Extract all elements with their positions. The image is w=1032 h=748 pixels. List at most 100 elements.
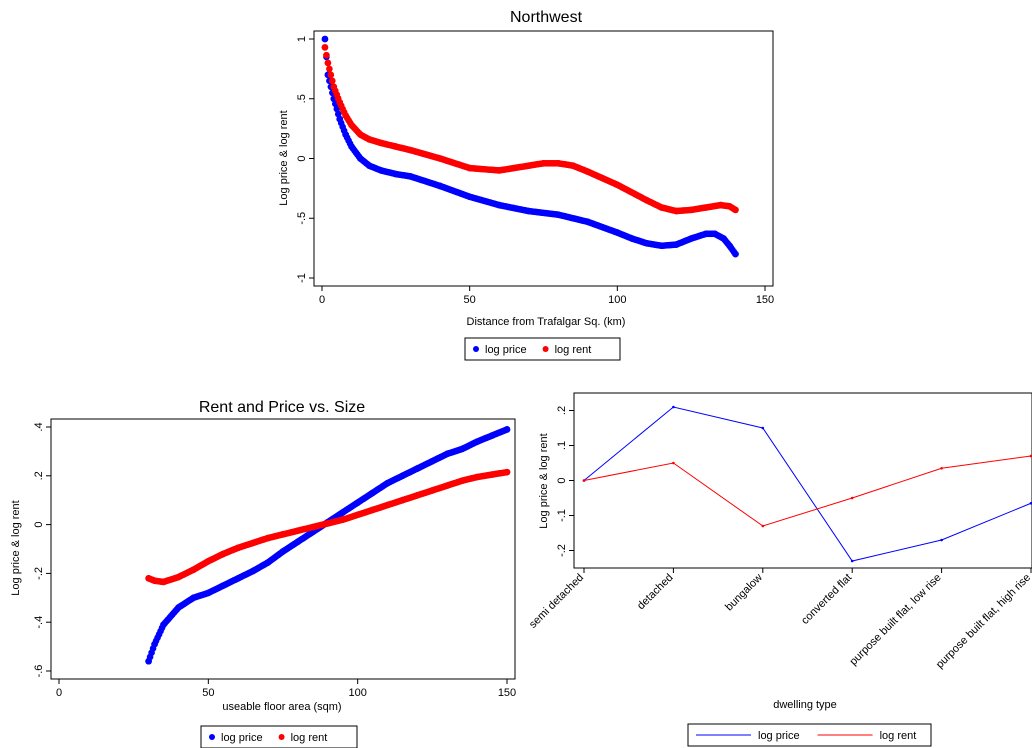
y-tick-label: -.2 [556, 544, 568, 557]
legend-marker-rent [542, 346, 549, 352]
data-point [399, 472, 406, 480]
x-tick-label: 150 [756, 294, 774, 306]
legend-label: log price [485, 344, 527, 356]
data-point [294, 527, 302, 534]
data-point [732, 206, 739, 214]
data-point [940, 538, 943, 542]
data-point [466, 193, 473, 201]
x-tick-label: 0 [56, 687, 62, 699]
x-tick-label: 100 [348, 687, 366, 699]
data-point [443, 450, 451, 458]
series-log-rent [582, 454, 1032, 528]
data-point [761, 524, 765, 528]
data-point [495, 201, 503, 209]
data-point [414, 465, 421, 472]
data-point [339, 509, 347, 516]
data-point [234, 574, 242, 582]
legend-label: log rent [555, 344, 592, 356]
data-point [726, 203, 733, 210]
data-point [234, 544, 242, 552]
data-point [673, 207, 680, 215]
data-point [687, 206, 695, 214]
data-point [503, 468, 511, 476]
y-tick-label: -.1 [556, 509, 568, 522]
data-point [151, 577, 158, 585]
data-point [321, 35, 329, 43]
data-point [582, 479, 586, 482]
y-tick-label: .4 [33, 422, 45, 431]
legend-label: log price [758, 730, 800, 742]
data-point [443, 482, 451, 489]
chart-title: Northwest [510, 9, 583, 26]
data-point [160, 621, 167, 628]
x-tick-label: purpose built flat, low rise [847, 572, 943, 668]
data-point [658, 204, 665, 211]
data-point [525, 207, 533, 215]
data-point [702, 204, 710, 211]
data-point [151, 640, 158, 648]
data-point [717, 201, 724, 209]
y-tick-label: .1 [556, 441, 568, 450]
series-log-rent [145, 468, 511, 586]
data-point [488, 432, 496, 439]
data-point [357, 131, 364, 138]
series-line [583, 455, 1032, 527]
data-point [850, 559, 854, 563]
data-point [761, 426, 765, 430]
plot-frame [573, 392, 1032, 569]
data-point [190, 594, 197, 602]
data-point [348, 121, 355, 129]
x-tick-label: 0 [319, 294, 325, 306]
data-point [279, 531, 287, 538]
data-point [726, 242, 733, 250]
data-point [324, 59, 332, 67]
data-point [309, 523, 317, 531]
data-point [145, 657, 152, 665]
data-point [940, 466, 943, 470]
x-tick-label: semi detached [527, 572, 586, 631]
data-point [554, 211, 562, 218]
y-tick-label: 0 [33, 522, 45, 528]
data-point [407, 146, 414, 154]
data-point [324, 520, 332, 527]
data-point [369, 489, 376, 497]
data-point [732, 250, 739, 258]
data-point [334, 110, 342, 118]
y-tick-label: -.4 [33, 616, 45, 629]
data-point [323, 51, 330, 59]
data-point [658, 242, 665, 250]
data-point [348, 143, 355, 150]
legend-label: log rent [291, 732, 328, 744]
y-tick-label: .5 [296, 94, 308, 103]
x-axis-label: dwelling type [773, 699, 837, 711]
data-point [377, 139, 385, 147]
data-point [264, 534, 272, 542]
data-point [672, 461, 675, 465]
x-tick-label: purpose built flat, high rise [934, 572, 1032, 671]
data-point [720, 235, 727, 242]
data-point [643, 240, 651, 247]
data-point [160, 578, 167, 586]
x-axis-label: Distance from Trafalgar Sq. (km) [467, 316, 626, 328]
data-point [414, 492, 421, 499]
x-axis-label: useable floor area (sqm) [222, 701, 341, 713]
series-log-rent [321, 44, 739, 215]
data-point [473, 438, 481, 445]
data-point [525, 162, 533, 169]
data-point [145, 574, 152, 582]
data-point [219, 550, 227, 558]
legend-label: log price [221, 732, 263, 744]
data-point [327, 71, 335, 79]
y-axis-label: Log price & log rent [10, 500, 22, 595]
data-point [850, 496, 854, 500]
data-point [702, 230, 710, 238]
chart-title: Rent and Price vs. Size [199, 399, 365, 416]
data-point [294, 538, 302, 545]
x-tick-label: detached [635, 572, 675, 612]
data-point [190, 566, 197, 574]
y-tick-label: -.2 [33, 567, 45, 580]
x-tick-label: 100 [608, 294, 626, 306]
x-tick-label: converted flat [799, 572, 854, 627]
data-point [392, 170, 400, 178]
